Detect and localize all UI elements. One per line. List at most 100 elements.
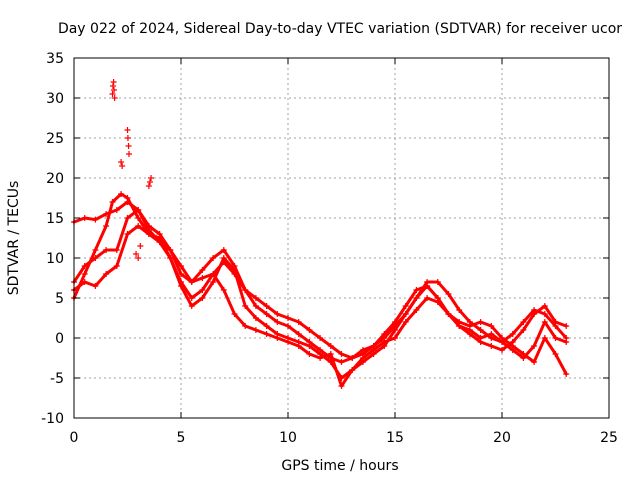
data-point xyxy=(231,267,238,273)
data-point xyxy=(285,315,291,321)
data-point xyxy=(424,283,431,289)
outlier-point xyxy=(109,91,116,97)
data-point xyxy=(263,303,270,309)
axis-ticks xyxy=(73,57,610,419)
data-point xyxy=(178,283,184,289)
data-point xyxy=(520,327,527,333)
data-point xyxy=(413,295,420,301)
y-tick-label: -5 xyxy=(50,371,64,387)
outlier-point xyxy=(137,243,144,249)
outlier-point xyxy=(111,95,118,101)
data-point xyxy=(285,323,291,329)
data-point xyxy=(285,339,291,345)
data-point xyxy=(124,215,131,221)
outlier-point xyxy=(135,255,142,261)
data-point xyxy=(113,207,120,213)
data-point xyxy=(520,351,527,357)
data-point xyxy=(509,331,516,337)
data-point xyxy=(509,343,516,349)
data-point xyxy=(359,355,366,361)
data-point xyxy=(135,223,142,229)
data-point xyxy=(477,335,484,341)
data-point xyxy=(92,255,99,261)
data-point xyxy=(109,199,116,205)
data-point xyxy=(327,351,334,357)
x-tick-label: 15 xyxy=(386,430,404,446)
data-point xyxy=(220,287,227,293)
data-point xyxy=(295,319,302,325)
data-point xyxy=(210,271,217,277)
data-point xyxy=(81,271,88,277)
outlier-point xyxy=(125,143,132,149)
data-point xyxy=(263,323,270,329)
data-point xyxy=(552,351,559,357)
data-point xyxy=(456,319,463,325)
data-point xyxy=(413,287,420,293)
y-tick-label: 5 xyxy=(55,291,64,307)
data-point xyxy=(92,247,99,253)
x-tick-label: 25 xyxy=(600,430,618,446)
data-point xyxy=(124,231,131,237)
data-point xyxy=(338,383,345,389)
data-point xyxy=(252,327,259,333)
data-point xyxy=(531,311,538,317)
data-point xyxy=(424,295,431,301)
data-point xyxy=(477,319,484,325)
data-point xyxy=(103,271,110,277)
data-point xyxy=(445,311,452,317)
outlier-point xyxy=(111,87,118,93)
data-point xyxy=(118,191,125,197)
data-point xyxy=(477,327,484,333)
data-point xyxy=(338,351,345,357)
data-point xyxy=(135,207,142,213)
data-point xyxy=(124,195,131,201)
data-point xyxy=(210,279,217,285)
data-point xyxy=(231,311,238,317)
data-point xyxy=(445,291,452,297)
x-axis-label: GPS time / hours xyxy=(281,458,398,474)
outlier-points xyxy=(109,79,155,261)
y-tick-label: 15 xyxy=(46,211,64,227)
data-point xyxy=(103,247,110,253)
y-tick-label: 10 xyxy=(46,251,64,267)
data-point xyxy=(499,347,505,353)
data-point xyxy=(392,335,398,341)
plot-frame xyxy=(73,57,610,419)
x-tick-label: 10 xyxy=(279,430,297,446)
data-point xyxy=(188,303,195,309)
data-point xyxy=(220,247,227,253)
data-point xyxy=(552,319,559,325)
data-point xyxy=(370,347,377,353)
data-point xyxy=(338,359,345,365)
data-point xyxy=(413,307,420,313)
data-point xyxy=(274,319,281,325)
y-axis-label: SDTVAR / TECUs xyxy=(6,181,22,296)
data-point xyxy=(135,215,142,221)
data-point xyxy=(327,343,334,349)
data-point xyxy=(563,371,570,377)
data-point xyxy=(520,319,527,325)
data-point xyxy=(145,227,152,233)
outlier-point xyxy=(145,183,152,189)
data-point xyxy=(188,295,195,301)
data-point xyxy=(456,307,463,313)
data-point xyxy=(306,327,313,333)
data-point xyxy=(563,323,570,329)
outlier-point xyxy=(119,163,126,169)
data-point xyxy=(317,355,324,361)
data-point xyxy=(295,343,302,349)
data-point xyxy=(434,279,441,285)
data-point xyxy=(103,223,110,229)
data-point xyxy=(178,263,184,269)
data-point xyxy=(295,331,302,337)
data-point xyxy=(402,319,409,325)
series-track-4 xyxy=(71,207,570,389)
x-tick-label: 0 xyxy=(70,430,79,446)
data-point xyxy=(167,247,174,253)
data-point xyxy=(113,247,120,253)
data-point xyxy=(488,343,495,349)
data-point xyxy=(156,239,163,245)
x-tick-label: 5 xyxy=(177,430,186,446)
